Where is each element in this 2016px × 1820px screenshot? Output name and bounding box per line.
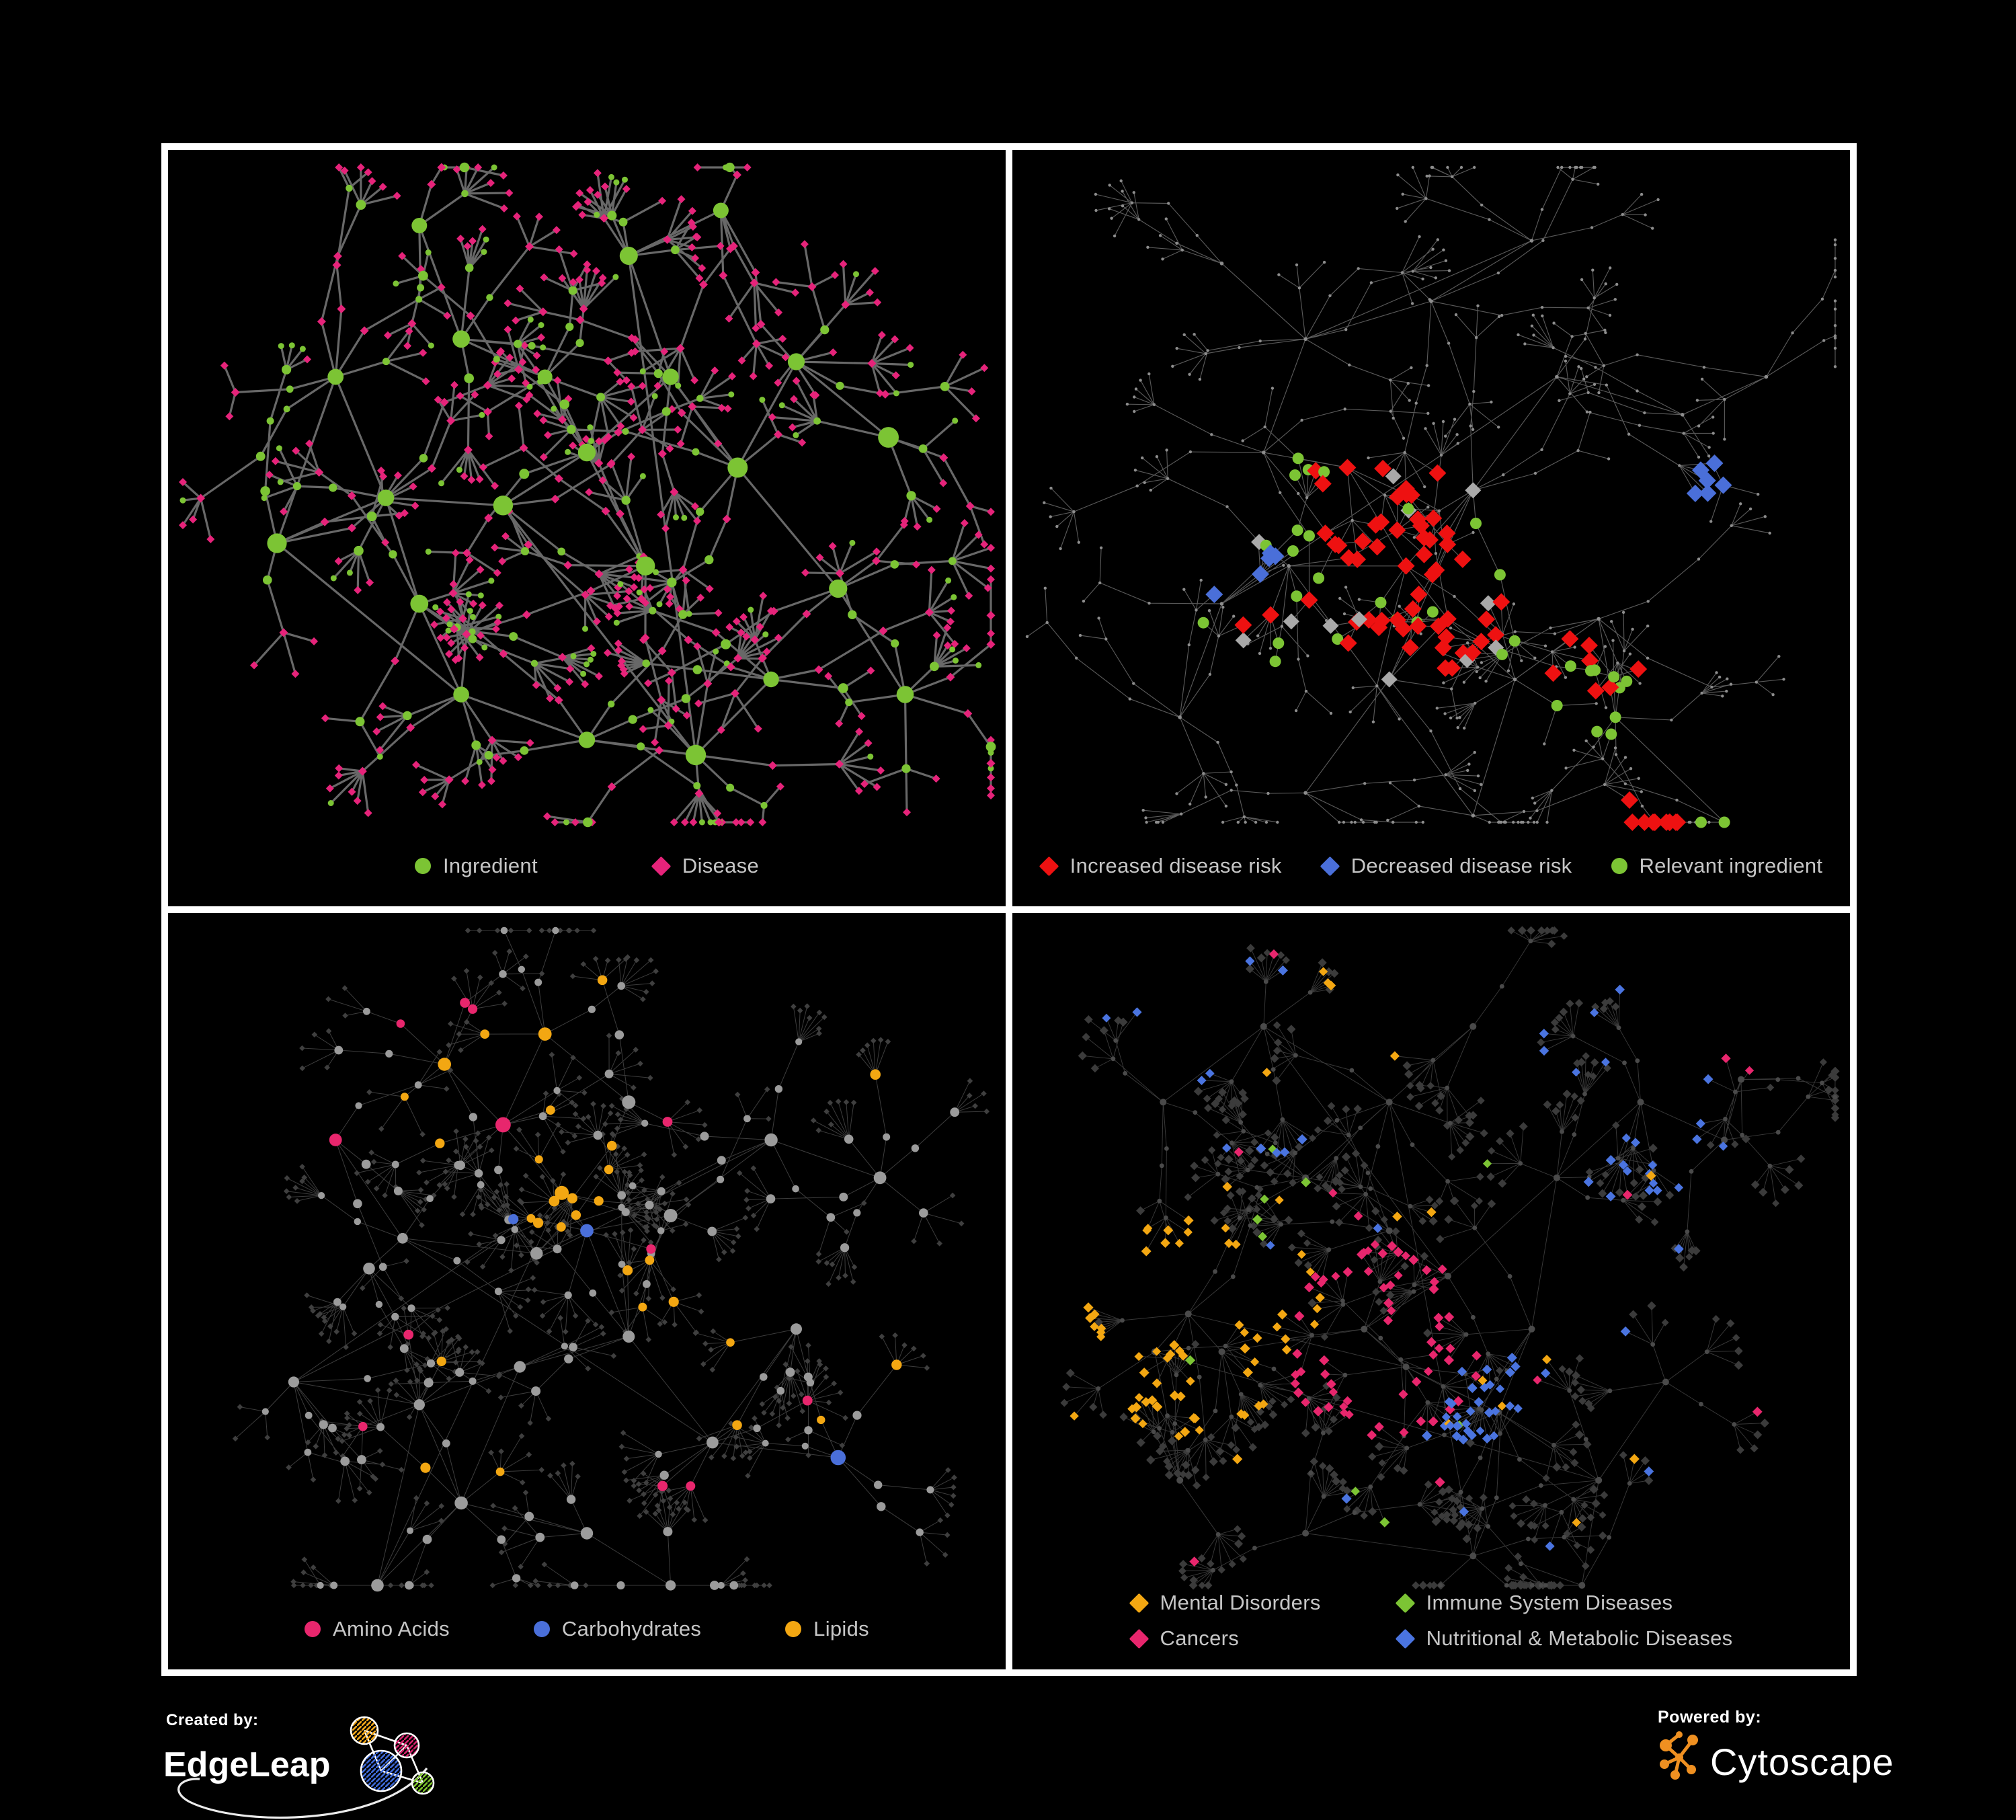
immune-system-diseases-marker-icon [1395, 1593, 1415, 1613]
legend-label: Cancers [1160, 1626, 1240, 1650]
mental-disorders-marker-icon [1129, 1593, 1149, 1613]
legend-item: Amino Acids [305, 1617, 450, 1641]
legend-label: Carbohydrates [561, 1617, 702, 1640]
legend-label: Ingredient [443, 854, 538, 877]
network-graph-ingredient-classes [232, 926, 990, 1592]
carbohydrates-marker-icon [533, 1621, 550, 1637]
network-graph-disease-risk [1025, 165, 1837, 831]
amino-acids-marker-icon [305, 1621, 321, 1637]
network-graph-disease-classes [1060, 926, 1840, 1590]
legend-ingredient-disease: Ingredient Disease [168, 854, 1006, 878]
decreased-risk-marker-icon [1320, 856, 1340, 876]
legend-disease-risk: Increased disease risk Decreased disease… [1012, 854, 1850, 878]
legend-label: Disease [682, 854, 759, 877]
legend-item: Nutritional & Metabolic Diseases [1395, 1626, 1733, 1651]
panel-ingredient-disease: Ingredient Disease [168, 150, 1006, 906]
edgeleap-logo: Created by: EdgeLeap [163, 1711, 435, 1819]
panel-ingredient-classes: Amino Acids Carbohydrates Lipids [168, 913, 1006, 1669]
legend-item: Disease [651, 854, 759, 878]
panel-disease-classes: Mental Disorders Immune System Diseases … [1012, 913, 1850, 1669]
legend-item: Ingredient [415, 854, 538, 878]
created-by-label: Created by: [166, 1711, 259, 1729]
legend-item: Lipids [785, 1617, 869, 1641]
legend-label: Nutritional & Metabolic Diseases [1426, 1626, 1733, 1650]
edgeleap-swoosh [177, 1768, 428, 1819]
network-graph-ingredient-disease [179, 162, 996, 828]
legend-label: Decreased disease risk [1350, 854, 1572, 877]
legend-item: Mental Disorders [1129, 1591, 1321, 1615]
panel-disease-risk: Increased disease risk Decreased disease… [1012, 150, 1850, 906]
legend-item: Cancers [1129, 1626, 1321, 1651]
edgeleap-network-icon [350, 1716, 435, 1795]
legend-label: Relevant ingredient [1639, 854, 1823, 877]
relevant-ingredient-marker-icon [1611, 858, 1627, 874]
cancers-marker-icon [1129, 1628, 1149, 1649]
legend-item: Immune System Diseases [1395, 1591, 1733, 1615]
disease-marker-icon [651, 856, 672, 876]
nutritional-metabolic-marker-icon [1395, 1628, 1415, 1649]
legend-label: Immune System Diseases [1426, 1591, 1673, 1614]
cytoscape-icon [1660, 1731, 1698, 1780]
cytoscape-name: Cytoscape [1710, 1741, 1894, 1783]
legend-label: Amino Acids [333, 1617, 450, 1640]
powered-by-label: Powered by: [1658, 1708, 1761, 1727]
legend-item: Relevant ingredient [1611, 854, 1823, 878]
legend-item: Increased disease risk [1039, 854, 1282, 878]
legend-item: Carbohydrates [533, 1617, 702, 1641]
ingredient-marker-icon [415, 858, 431, 874]
legend-label: Increased disease risk [1070, 854, 1282, 877]
edgeleap-name: EdgeLeap [163, 1745, 331, 1784]
panel-grid: Ingredient Disease Increased disease ris… [161, 143, 1857, 1676]
legend-label: Lipids [813, 1617, 869, 1640]
legend-ingredient-classes: Amino Acids Carbohydrates Lipids [168, 1617, 1006, 1641]
increased-risk-marker-icon [1039, 856, 1059, 876]
lipids-marker-icon [785, 1621, 802, 1637]
legend-disease-classes: Mental Disorders Immune System Diseases … [1012, 1591, 1850, 1651]
legend-label: Mental Disorders [1160, 1591, 1321, 1614]
legend-item: Decreased disease risk [1320, 854, 1572, 878]
cytoscape-logo: Powered by: Cytoscape [1658, 1708, 1894, 1783]
